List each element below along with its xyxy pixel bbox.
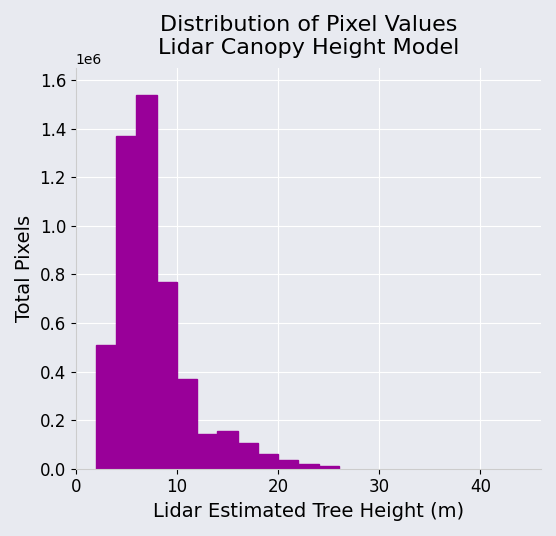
Bar [217,431,237,468]
Bar [116,136,136,468]
Bar [177,379,197,468]
Bar [136,95,157,468]
Title: Distribution of Pixel Values
Lidar Canopy Height Model: Distribution of Pixel Values Lidar Canop… [158,15,459,58]
Y-axis label: Total Pixels: Total Pixels [15,215,34,322]
Bar [197,434,217,468]
Bar [96,345,116,468]
Bar [258,454,278,468]
Bar [157,282,177,468]
Bar [278,460,298,468]
Bar [237,443,258,468]
Bar [319,466,339,468]
Bar [298,464,319,468]
X-axis label: Lidar Estimated Tree Height (m): Lidar Estimated Tree Height (m) [153,502,464,521]
